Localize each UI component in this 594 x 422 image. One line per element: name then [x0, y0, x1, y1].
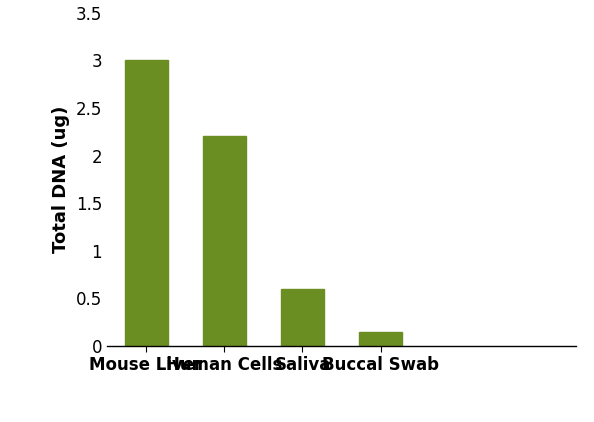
Y-axis label: Total DNA (ug): Total DNA (ug) — [52, 106, 70, 253]
Bar — [359, 332, 402, 346]
Bar — [281, 289, 324, 346]
Bar — [203, 136, 246, 346]
Bar — [125, 60, 168, 346]
